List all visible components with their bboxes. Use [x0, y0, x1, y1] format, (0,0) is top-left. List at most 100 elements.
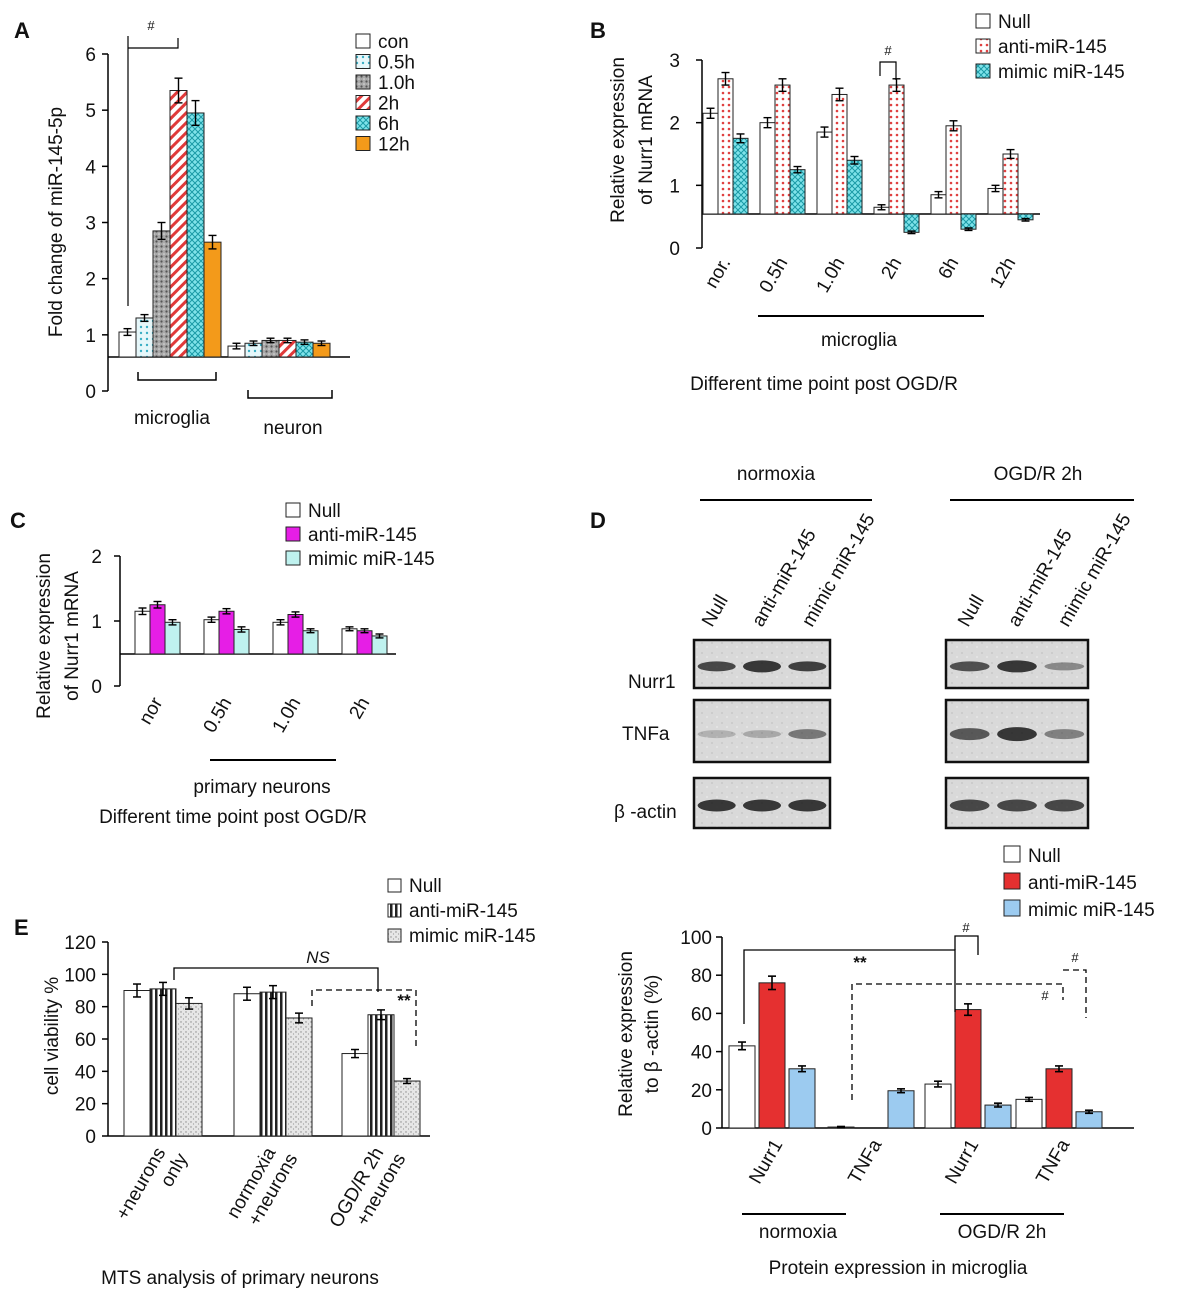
- x-tick-label: TNFa: [1032, 1136, 1074, 1188]
- blot-band: [1044, 799, 1085, 812]
- blot-band: [997, 799, 1037, 812]
- y-tick-label: 40: [75, 1062, 96, 1083]
- legend-label: mimic miR-145: [1028, 900, 1155, 921]
- group-bracket: [247, 390, 333, 399]
- legend-label: 12h: [378, 135, 410, 156]
- group-bracket: [137, 372, 217, 381]
- bar: [285, 1017, 313, 1137]
- legend-swatch: [387, 928, 402, 943]
- bar: [774, 84, 791, 215]
- y-tick-label: 0: [85, 1127, 96, 1148]
- bar: [960, 213, 977, 230]
- bar: [272, 621, 289, 655]
- legend-label: Null: [308, 501, 341, 522]
- y-tick-label: 2: [85, 270, 96, 291]
- blot-lane-label: Null: [954, 592, 989, 631]
- legend-swatch: [1003, 845, 1021, 863]
- panel-label-d: D: [590, 508, 606, 533]
- blot-band: [949, 728, 990, 741]
- y-tick-label: 0: [701, 1119, 712, 1140]
- panel-a-chart: 0 1 2 3 4 5 6 Fold change of miR-145-5p microgli…: [46, 18, 415, 439]
- legend-swatch: [355, 115, 371, 131]
- significance-mark: #: [147, 18, 155, 33]
- bar: [259, 991, 287, 1137]
- group-label: normoxia: [759, 1222, 838, 1243]
- y-tick-label: 0: [669, 239, 680, 260]
- bar: [341, 1053, 369, 1137]
- x-axis-title: Different time point post OGD/R: [99, 807, 367, 828]
- x-tick-label: 12h: [986, 254, 1020, 292]
- blot-lane-label: Null: [698, 592, 733, 631]
- x-axis-title: Different time point post OGD/R: [690, 374, 958, 395]
- significance-bracket: [954, 935, 979, 955]
- x-tick-label: nor.: [701, 254, 735, 292]
- x-tick-label: 6h: [935, 254, 964, 283]
- bar: [233, 993, 261, 1137]
- bar: [218, 610, 235, 655]
- x-tick-label: Nurr1: [745, 1136, 787, 1188]
- y-tick-label: 0: [85, 382, 96, 403]
- bar: [702, 112, 719, 215]
- significance-mark: #: [884, 43, 892, 58]
- group-label: neuron: [263, 418, 322, 439]
- significance-mark: #: [1041, 988, 1049, 1003]
- y-tick-label: 3: [669, 51, 680, 72]
- bar: [152, 230, 171, 358]
- bar: [135, 317, 154, 358]
- panel-b-chart: 0 1 2 3 nor. 0.5h 1.0h 2h 6h 12h Relative expressi…: [608, 12, 1125, 395]
- legend-swatch: [355, 136, 371, 151]
- panel-label-a: A: [14, 18, 30, 43]
- y-axis-title: Fold change of miR-145-5p: [46, 107, 67, 337]
- legend-label: anti-miR-145: [308, 525, 417, 546]
- y-tick-label: 60: [691, 1004, 712, 1025]
- legend-label: Null: [1028, 846, 1061, 867]
- bar: [924, 1083, 952, 1129]
- significance-bracket: [173, 967, 379, 992]
- legend-label: Null: [409, 876, 442, 897]
- y-axis-title: Relative expression: [608, 57, 629, 223]
- y-tick-label: 100: [64, 965, 96, 986]
- bar: [149, 604, 166, 655]
- y-tick-label: 1: [669, 176, 680, 197]
- bar: [302, 630, 319, 655]
- bar: [393, 1080, 421, 1137]
- legend-swatch: [355, 95, 371, 110]
- significance-mark: **: [397, 991, 411, 1010]
- legend-label: mimic miR-145: [998, 62, 1125, 83]
- panel-d-chart: 0 20 40 60 80 100 Nurr1 TNFa Nurr1 TNFa Relative e…: [616, 845, 1155, 1279]
- significance-bracket: [311, 989, 417, 1050]
- significance-bracket: [879, 61, 897, 80]
- panel-label-c: C: [10, 508, 26, 533]
- y-tick-label: 40: [691, 1043, 712, 1064]
- bar: [169, 90, 188, 358]
- bar: [341, 628, 358, 655]
- y-axis-title: to β -actin (%): [642, 975, 663, 1094]
- legend-label: anti-miR-145: [1028, 873, 1137, 894]
- blot-lane-label: mimic miR-145: [798, 510, 880, 630]
- group-label: microglia: [134, 408, 210, 429]
- x-tick-label: 2h: [346, 694, 375, 723]
- bar: [134, 610, 151, 655]
- y-tick-label: 3: [85, 214, 96, 235]
- bar: [1002, 153, 1019, 215]
- blot-band: [997, 660, 1037, 673]
- bar: [846, 159, 863, 215]
- bar: [984, 1104, 1012, 1129]
- group-label: OGD/R 2h: [958, 1222, 1047, 1243]
- bar: [1045, 1068, 1073, 1129]
- y-axis-title: cell viability %: [42, 977, 63, 1095]
- legend-label: anti-miR-145: [998, 37, 1107, 58]
- blot-group-label: normoxia: [737, 464, 816, 485]
- significance-bracket: [851, 983, 1064, 1100]
- legend-swatch: [285, 550, 301, 566]
- bar: [356, 630, 373, 655]
- blot-band: [742, 730, 782, 739]
- legend-swatch: [1003, 872, 1021, 890]
- significance-bracket: [743, 949, 956, 1024]
- blot-band: [788, 799, 827, 812]
- bar: [728, 1045, 756, 1129]
- blot-band: [697, 661, 736, 672]
